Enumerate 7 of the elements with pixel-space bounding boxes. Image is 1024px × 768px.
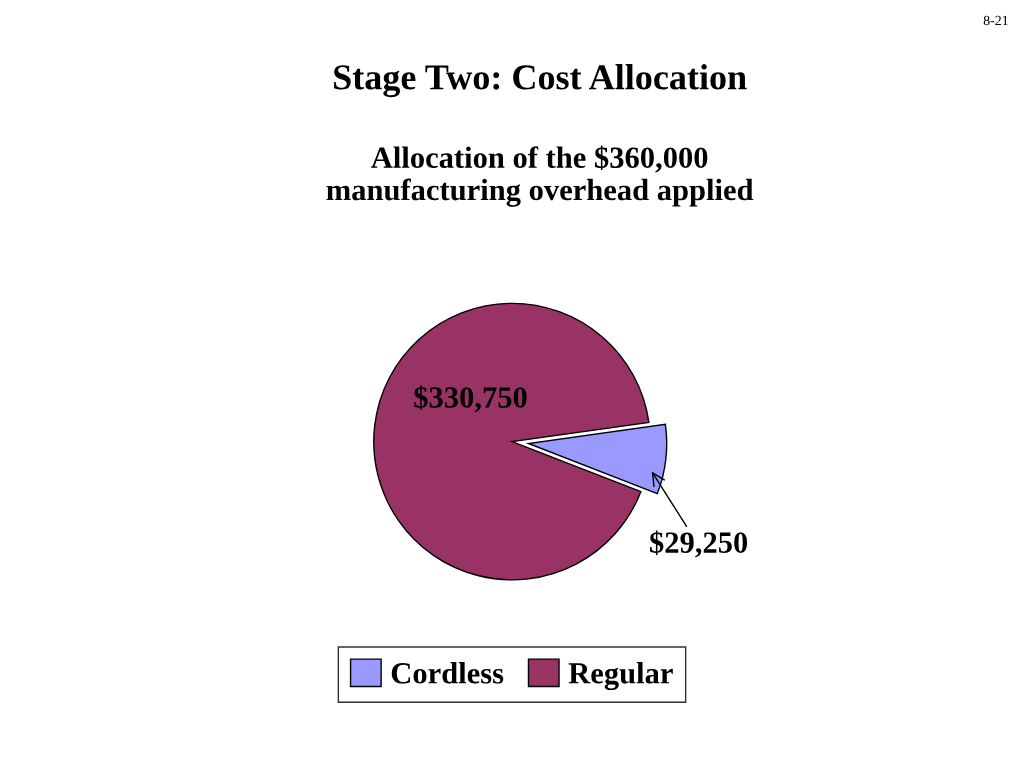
text: 8-21: [983, 15, 1008, 26]
data-label: $29,250: [650, 530, 748, 558]
chart-title: Stage Two: Cost Allocation: [334, 64, 747, 98]
legend-label: Cordless: [391, 662, 504, 684]
data-label: $330,750: [414, 385, 527, 413]
chart-subtitle: Allocation of the $360,000 manufacturing overhead applied: [326, 145, 754, 207]
legend-label: Regular: [568, 662, 673, 691]
